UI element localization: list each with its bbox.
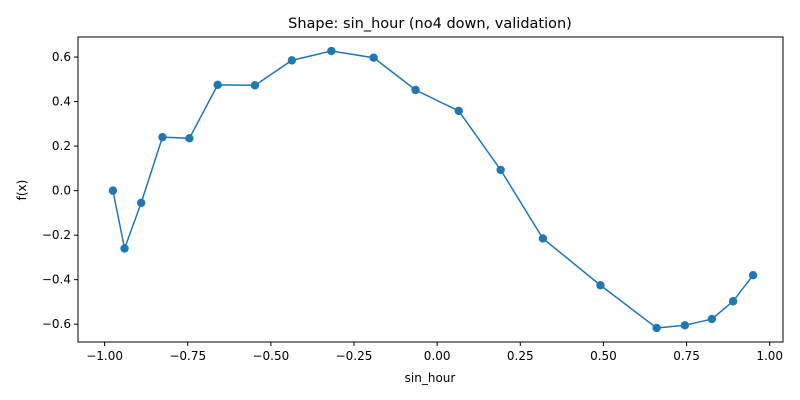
x-axis-title: sin_hour <box>405 371 456 385</box>
data-point <box>369 53 378 62</box>
data-point <box>454 106 463 116</box>
x-tick-label: 1.00 <box>756 349 783 363</box>
data-point <box>120 244 129 253</box>
data-point <box>596 281 605 290</box>
x-tick-label: −0.25 <box>336 349 373 363</box>
y-axis-title: f(x) <box>15 180 29 201</box>
y-tick-label: 0.0 <box>52 184 71 198</box>
plot-area <box>108 46 758 333</box>
data-point <box>287 56 297 65</box>
y-tick-label: −0.2 <box>42 228 71 242</box>
y-tick-label: 0.4 <box>52 95 71 109</box>
data-point <box>748 271 758 280</box>
data-point <box>496 165 505 175</box>
data-point <box>327 46 336 56</box>
data-point <box>185 134 194 143</box>
data-point <box>538 234 548 243</box>
x-tick-label: −1.00 <box>86 349 123 363</box>
x-tick-label: 0.00 <box>424 349 451 363</box>
data-point <box>108 186 118 195</box>
x-tick-label: 0.50 <box>590 349 617 363</box>
x-tick-label: 0.75 <box>673 349 700 363</box>
data-point <box>213 80 222 90</box>
x-tick-label: −0.50 <box>252 349 289 363</box>
chart-title: Shape: sin_hour (no4 down, validation) <box>288 16 572 32</box>
y-tick-label: 0.6 <box>52 50 71 64</box>
x-tick-label: 0.25 <box>507 349 534 363</box>
data-point <box>250 81 260 90</box>
series-line <box>112 50 754 329</box>
axis-ticks: −1.00 −0.75 −0.50 −0.25 0.00 0.25 0.50 0.75 1.00… <box>42 50 783 363</box>
y-tick-label: −0.4 <box>42 273 71 287</box>
data-point <box>158 132 167 142</box>
data-point <box>707 314 717 324</box>
data-point <box>680 321 690 330</box>
data-point <box>411 85 420 95</box>
data-point <box>136 198 146 208</box>
y-tick-label: −0.6 <box>42 317 71 331</box>
plot-frame <box>77 36 784 343</box>
data-point <box>652 323 661 333</box>
data-point <box>728 297 738 306</box>
x-tick-label: −0.75 <box>169 349 206 363</box>
y-tick-label: 0.2 <box>52 139 71 153</box>
